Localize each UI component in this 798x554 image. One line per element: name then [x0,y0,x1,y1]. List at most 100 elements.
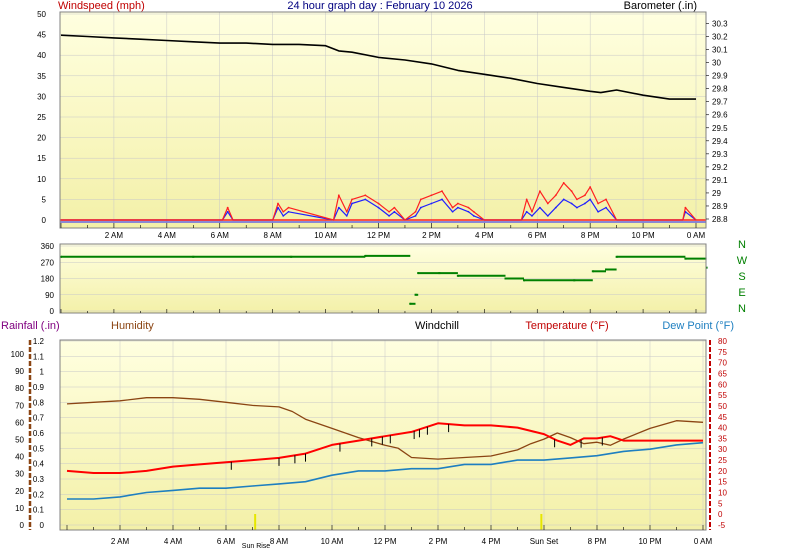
direction-point [290,255,293,258]
wind-x-tick-label: 2 AM [105,231,124,240]
direction-point [573,279,576,282]
wind-gust-point [554,206,557,209]
wind-gust-point [570,202,573,205]
wind-gust-point [597,210,600,213]
temp-x-tick-label: 6 AM [217,537,236,546]
wind-gust-point [388,214,390,217]
wind-tick-label: 10 [37,175,46,184]
humidity-tick-label: 0.7 [33,414,45,423]
temperature-tick-label: 60 [718,380,727,389]
rainfall-tick-label: 0 [20,521,25,530]
wind-x-tick-label: 10 PM [632,231,655,240]
temperature-tick-label: 25 [718,456,727,465]
wind-speed-point [472,210,475,213]
rainfall-axis-title: Rainfall (.in) [1,320,60,332]
wind-x-tick-label: 0 AM [687,231,706,240]
temp-x-tick-label: Sun Set [530,537,559,546]
barometer-tick-label: 30.3 [712,20,728,29]
temp-x-tick-label: 4 AM [164,537,183,546]
compass-label: W [737,255,748,267]
compass-label: S [738,271,745,283]
plot-area-1 [60,12,706,228]
wind-tick-label: 35 [37,72,46,81]
temperature-tick-label: 5 [718,499,723,508]
wind-speed-point [583,194,586,197]
barometer-tick-label: 30.2 [712,33,728,42]
humidity-tick-label: 0.9 [33,383,45,392]
wind-tick-label: 25 [37,113,46,122]
direction-tick-label: 0 [50,307,55,316]
wind-speed-point [430,194,433,197]
wind-x-tick-label: 4 PM [475,231,494,240]
wind-gust-point [377,206,380,209]
wind-speed-point [546,202,549,205]
rainfall-tick-label: 10 [15,504,24,513]
plot-border-1 [59,11,707,229]
sun-rise-label: Sun Rise [242,543,271,550]
humidity-tick-label: 0.3 [33,475,45,484]
temperature-tick-label: 70 [718,359,727,368]
wind-speed-point [345,210,348,213]
direction-point [705,266,708,269]
wind-speed-point [576,198,578,201]
direction-point [591,270,594,273]
rainfall-tick-label: 60 [15,418,24,427]
temperature-tick-label: 75 [718,348,727,357]
direction-point [523,279,526,282]
wind-speed-point [570,190,573,193]
barometer-tick-label: 29.7 [712,98,728,107]
direction-point [192,255,195,258]
humidity-tick-label: 0.8 [33,398,45,407]
wind-speed-point [441,190,443,193]
barometer-line [60,34,696,100]
wind-gust-point [583,202,586,205]
dew-point-line [67,441,704,500]
dewpoint-axis-title: Dew Point (°F) [662,320,734,332]
wind-tick-label: 50 [37,10,46,19]
temp-x-tick-label: 12 PM [373,537,396,546]
wind-gust-point [414,214,417,217]
temp-x-tick-label: 8 AM [270,537,289,546]
wind-gust-point [282,214,285,217]
wind-x-tick-label: 4 AM [158,231,177,240]
wind-tick-label: 5 [42,195,47,204]
plot-area-3 [60,340,706,530]
wind-speed-point [538,190,541,193]
temperature-tick-label: 55 [718,391,727,400]
humidity-tick-label: 1.1 [33,352,45,361]
wind-gust-point [538,206,541,209]
wind-speed-point [287,206,290,209]
direction-point [414,293,417,296]
wind-gust-point [345,214,348,217]
barometer-tick-label: 29.9 [712,72,728,81]
direction-point [364,254,367,257]
barometer-tick-label: 29.8 [712,85,728,94]
wind-gust-point [277,206,279,209]
temp-x-tick-label: 0 AM [694,537,713,546]
temperature-line [66,422,703,474]
wind-x-tick-label: 6 PM [528,231,547,240]
direction-point [60,255,62,258]
wind-speed-point [525,198,528,201]
compass-label: E [738,287,745,299]
wind-gust-point [337,206,340,209]
wind-gust-point [589,198,592,201]
wind-speed-point [597,202,600,205]
wind-speed-point [393,206,396,209]
temp-x-tick-label: 2 AM [111,537,130,546]
plot-border-3 [59,339,707,531]
compass-label: N [738,239,746,251]
wind-gust-point [351,202,353,205]
temp-x-tick-label: 8 PM [588,537,607,546]
temperature-tick-label: 80 [718,337,727,346]
temp-x-tick-label: 4 PM [482,537,501,546]
wind-gust-point [576,206,578,209]
rainfall-tick-label: 30 [15,470,24,479]
direction-point [504,277,507,280]
direction-point [409,302,412,305]
wind-gust-point [525,210,528,213]
wind-gust-point [451,210,454,213]
wind-speed-point [377,202,380,205]
direction-point [615,255,618,258]
